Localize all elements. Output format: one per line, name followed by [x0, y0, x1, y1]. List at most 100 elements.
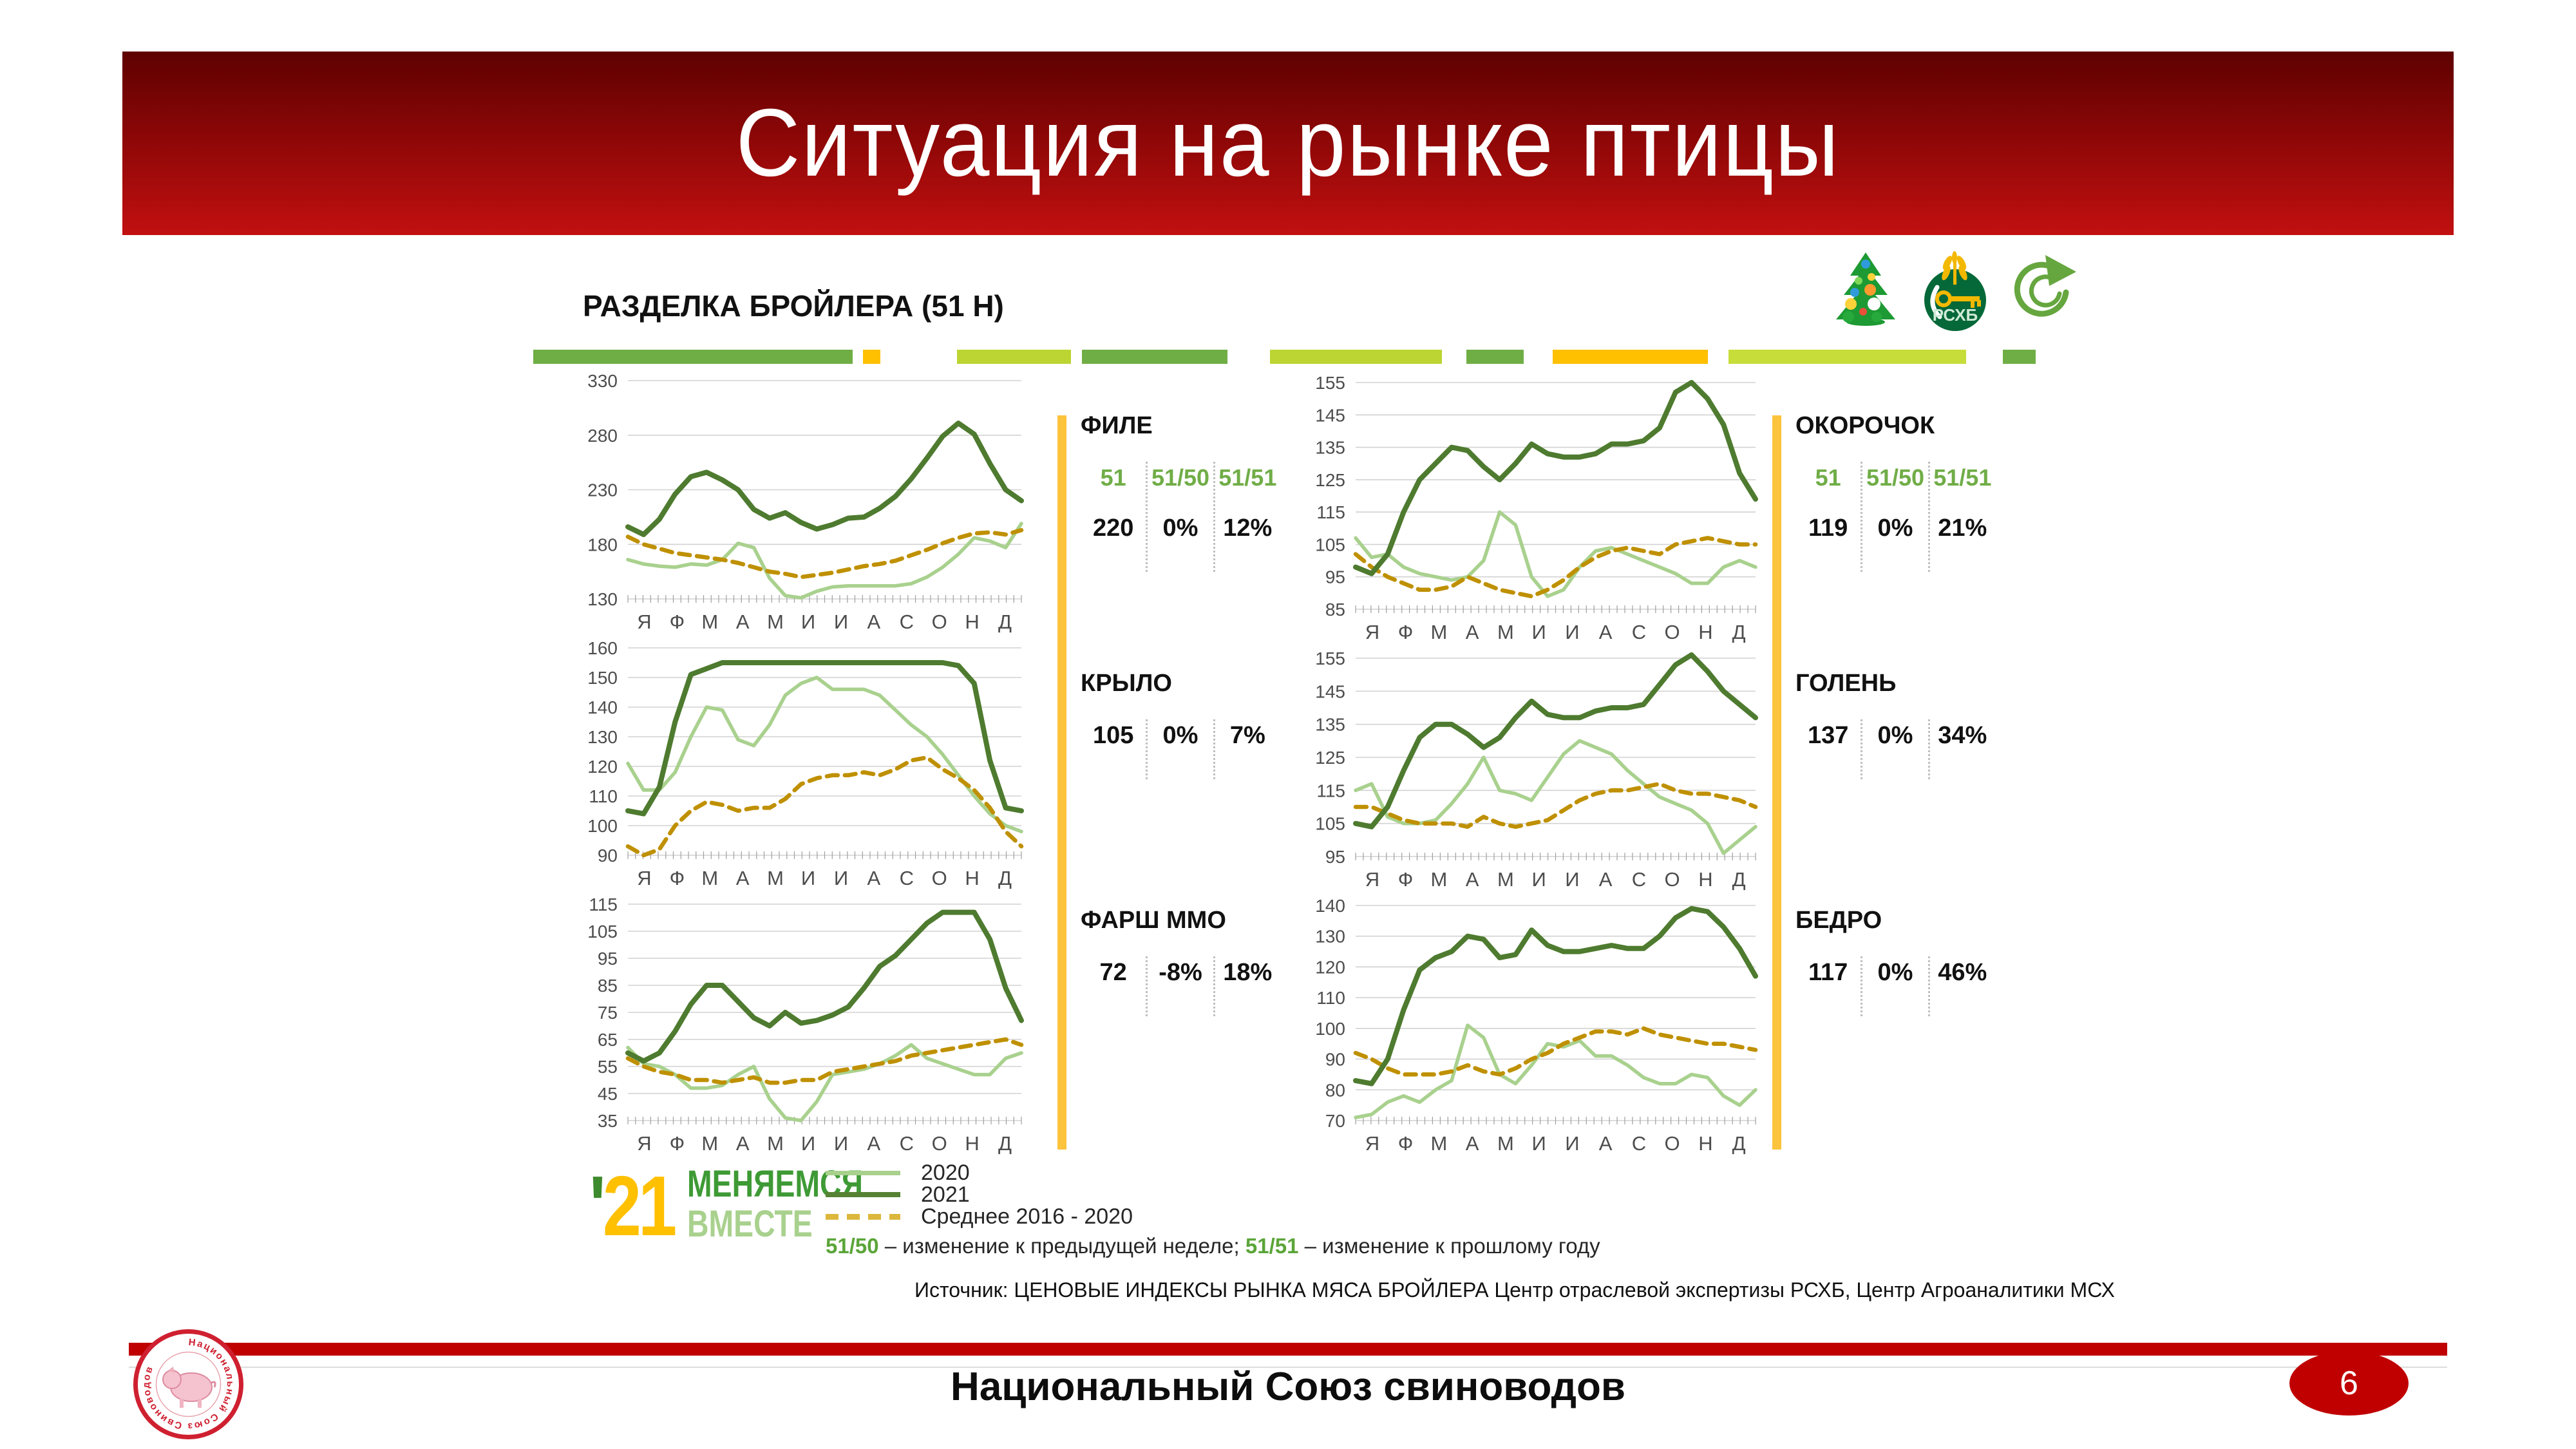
svg-text:Ф: Ф	[1398, 1132, 1414, 1155]
svg-text:160: 160	[587, 638, 618, 658]
svg-text:Я: Я	[637, 611, 651, 633]
stats-file: ФИЛЕ 51 220 51/50 0% 51/51 12%	[1081, 412, 1280, 572]
svg-text:330: 330	[587, 371, 618, 391]
svg-text:Я: Я	[1365, 621, 1379, 643]
svg-text:А: А	[736, 867, 750, 889]
svg-text:Н: Н	[965, 867, 979, 889]
footer-organization: Национальный Союз свиноводов	[951, 1365, 1625, 1409]
stats-title: ФАРШ ММО	[1081, 907, 1226, 934]
svg-text:И: И	[801, 611, 815, 633]
svg-text:И: И	[834, 867, 848, 889]
stats-value: 119	[1808, 515, 1848, 542]
svg-text:150: 150	[587, 668, 618, 688]
slide-title-bar: Ситуация на рынке птицы	[122, 52, 2454, 235]
svg-text:80: 80	[1325, 1080, 1345, 1100]
svg-text:75: 75	[598, 1003, 618, 1023]
svg-text:Н: Н	[1698, 621, 1712, 643]
svg-text:А: А	[1599, 621, 1613, 643]
svg-text:85: 85	[598, 976, 618, 996]
svg-text:С: С	[1632, 868, 1646, 891]
svg-text:55: 55	[598, 1057, 618, 1077]
svg-text:С: С	[900, 1132, 914, 1155]
section-title: РАЗДЕЛКА БРОЙЛЕРА (51 Н)	[583, 289, 1004, 323]
svg-text:М: М	[767, 1132, 784, 1155]
svg-text:А: А	[1599, 1132, 1613, 1155]
svg-text:И: И	[834, 1132, 848, 1155]
svg-text:И: И	[1565, 621, 1579, 643]
stats-year-change: 34%	[1938, 722, 1987, 749]
stats-header-week: 51	[1815, 464, 1841, 491]
svg-text:145: 145	[1315, 405, 1345, 425]
legend-swatch-average	[826, 1213, 900, 1220]
svg-text:РСХБ: РСХБ	[1933, 305, 1978, 325]
svg-text:110: 110	[589, 786, 618, 806]
svg-text:Ф: Ф	[670, 611, 685, 633]
svg-text:И: И	[1531, 621, 1546, 643]
legend-swatch-2021	[826, 1192, 900, 1197]
svg-text:115: 115	[1316, 781, 1345, 800]
svg-text:90: 90	[598, 846, 618, 866]
svg-text:105: 105	[587, 922, 618, 942]
svg-text:Я: Я	[1365, 868, 1379, 891]
separator-bar-left	[1057, 415, 1066, 1150]
svg-text:М: М	[1497, 1132, 1514, 1155]
svg-text:70: 70	[1325, 1111, 1345, 1131]
svg-text:Ф: Ф	[1398, 868, 1414, 891]
svg-text:105: 105	[1315, 535, 1345, 554]
pig-union-logo-icon: Национальный Союз Свиноводов	[133, 1329, 243, 1439]
svg-text:Я: Я	[1365, 1132, 1379, 1155]
svg-text:Д: Д	[998, 1132, 1012, 1155]
svg-text:М: М	[767, 611, 784, 633]
stats-year-change: 12%	[1223, 515, 1273, 542]
svg-text:А: А	[867, 867, 881, 889]
refresh-chart-icon	[2014, 255, 2076, 317]
separator-bar-right	[1772, 415, 1781, 1150]
svg-text:Н: Н	[965, 611, 979, 633]
svg-text:О: О	[932, 611, 947, 633]
stats-value: 117	[1808, 959, 1848, 986]
svg-text:125: 125	[1315, 748, 1345, 768]
svg-text:95: 95	[598, 949, 618, 969]
svg-text:135: 135	[1315, 438, 1345, 458]
svg-text:65: 65	[598, 1030, 618, 1050]
svg-text:М: М	[1497, 621, 1514, 643]
logo-year: 21	[602, 1159, 677, 1253]
svg-text:35: 35	[598, 1111, 618, 1131]
svg-text:155: 155	[1315, 373, 1345, 393]
svg-text:И: И	[801, 1132, 815, 1155]
svg-text:105: 105	[1315, 814, 1345, 834]
stats-golen: ГОЛЕНЬ 137 0% 34%	[1795, 670, 1995, 779]
svg-text:130: 130	[587, 589, 618, 609]
stats-header-yoy: 51/51	[1218, 464, 1277, 491]
stats-week-change: 0%	[1877, 959, 1913, 986]
svg-text:145: 145	[1315, 681, 1345, 701]
legend-item-2021: 2021	[826, 1182, 1133, 1207]
logo-word-2: ВМЕСТЕ	[687, 1203, 813, 1245]
svg-text:О: О	[932, 867, 947, 889]
svg-text:85: 85	[1325, 600, 1345, 620]
svg-text:Ф: Ф	[670, 867, 685, 889]
svg-text:М: М	[767, 867, 784, 889]
svg-text:95: 95	[1325, 847, 1345, 867]
source-text: Источник: ЦЕНОВЫЕ ИНДЕКСЫ РЫНКА МЯСА БРО…	[914, 1278, 2115, 1302]
decor-stripe-right	[1270, 350, 2089, 364]
svg-text:Н: Н	[1698, 868, 1712, 891]
footer-thin-line	[129, 1367, 2447, 1368]
svg-text:Д: Д	[998, 867, 1012, 889]
svg-text:90: 90	[1325, 1050, 1345, 1070]
stats-header-wow: 51/50	[1151, 464, 1210, 491]
svg-text:О: О	[1665, 1132, 1680, 1155]
stats-title: ГОЛЕНЬ	[1795, 670, 1897, 697]
svg-text:Н: Н	[1698, 1132, 1712, 1155]
svg-text:120: 120	[587, 757, 618, 777]
svg-text:135: 135	[1315, 715, 1345, 735]
stats-year-change: 46%	[1938, 959, 1987, 986]
svg-text:С: С	[900, 611, 914, 633]
svg-text:А: А	[736, 1132, 750, 1155]
svg-text:О: О	[1665, 621, 1680, 643]
header-icons: РСХБ	[1828, 250, 2078, 334]
svg-text:115: 115	[589, 895, 618, 914]
